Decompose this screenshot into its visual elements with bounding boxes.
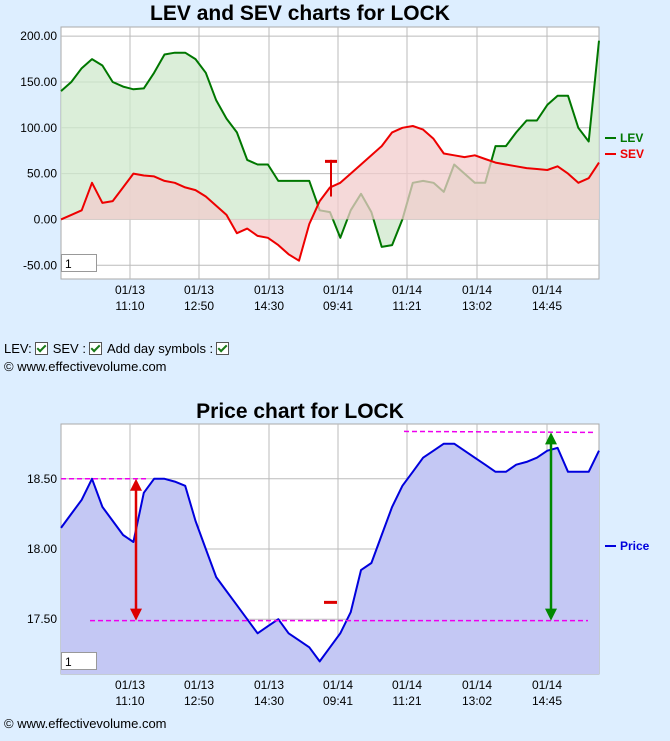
lev-option-label: LEV: [4, 341, 32, 356]
arrow-head [545, 608, 557, 621]
y-tick-label: 200.00 [20, 29, 57, 43]
x-tick-label: 14:30 [254, 299, 284, 313]
x-tick-label: 09:41 [323, 694, 353, 708]
x-tick-label: 14:45 [532, 299, 562, 313]
sev-checkbox[interactable] [88, 342, 102, 355]
x-tick-label: 13:02 [462, 299, 492, 313]
x-tick-label: 01/14 [392, 283, 422, 297]
x-tick-label: 11:21 [392, 694, 421, 708]
chart2-series [60, 442, 600, 674]
x-tick-label: 12:50 [184, 694, 214, 708]
chart1-series [60, 40, 600, 262]
chart-options: LEV: SEV : Add day symbols : [4, 341, 232, 356]
x-tick-label: 01/13 [115, 283, 145, 297]
chart1-zoom-input[interactable]: 1 [61, 254, 97, 272]
legend-entry-price: Price [620, 539, 650, 553]
copyright-bottom: © www.effectivevolume.com [4, 716, 167, 731]
arrow-head [130, 608, 142, 621]
chart2-title: Price chart for LOCK [196, 400, 404, 423]
arrow-head [545, 432, 557, 445]
x-tick-label: 01/14 [323, 283, 353, 297]
y-tick-label: 18.50 [27, 472, 57, 486]
chart2-legend: Price [605, 539, 650, 553]
legend-entry-lev: LEV [620, 131, 643, 145]
day-symbols-checkbox[interactable] [216, 342, 230, 355]
y-tick-label: -50.00 [23, 258, 57, 272]
x-tick-label: 01/14 [462, 283, 492, 297]
x-tick-label: 01/13 [184, 283, 214, 297]
y-tick-label: 18.00 [27, 542, 57, 556]
x-tick-label: 14:30 [254, 694, 284, 708]
x-tick-label: 12:50 [184, 299, 214, 313]
series-area-price [61, 443, 599, 674]
lev-checkbox[interactable] [34, 342, 48, 355]
x-tick-label: 09:41 [323, 299, 353, 313]
x-tick-label: 01/13 [254, 678, 284, 692]
chart1-title: LEV and SEV charts for LOCK [150, 2, 450, 25]
x-tick-label: 01/14 [532, 678, 562, 692]
y-tick-label: 150.00 [20, 75, 57, 89]
y-tick-label: 0.00 [34, 212, 58, 226]
x-tick-label: 01/14 [532, 283, 562, 297]
y-tick-label: 100.00 [20, 121, 57, 135]
series-line-price [60, 442, 600, 663]
y-tick-label: 17.50 [27, 612, 57, 626]
arrow-head [130, 478, 142, 491]
chart1-legend: LEV SEV [605, 131, 644, 161]
chart2-level-lines [61, 430, 596, 622]
x-tick-label: 13:02 [462, 694, 492, 708]
chart1-x-axis: 01/13 11:10 01/13 12:50 01/13 14:30 01/14 09:41… [115, 283, 562, 313]
x-tick-label: 11:10 [115, 694, 144, 708]
x-tick-label: 01/14 [392, 678, 422, 692]
chart2-zoom-input[interactable]: 1 [61, 652, 97, 670]
x-tick-label: 01/14 [462, 678, 492, 692]
chart2-y-axis: 17.50 18.00 18.50 [27, 472, 57, 626]
chart2-x-axis: 01/13 11:10 01/13 12:50 01/13 14:30 01/14 09:41… [115, 678, 562, 708]
x-tick-label: 01/13 [115, 678, 145, 692]
sev-option-label: SEV : [52, 341, 86, 356]
y-tick-label: 50.00 [27, 167, 57, 181]
chart1-y-axis: -50.00 0.00 50.00 100.00 150.00 200.00 [20, 29, 57, 272]
x-tick-label: 01/14 [323, 678, 353, 692]
x-tick-label: 14:45 [532, 694, 562, 708]
x-tick-label: 01/13 [184, 678, 214, 692]
day-symbols-label: Add day symbols : [106, 341, 214, 356]
legend-entry-sev: SEV [620, 147, 644, 161]
x-tick-label: 11:10 [115, 299, 144, 313]
x-tick-label: 01/13 [254, 283, 284, 297]
copyright-top: © www.effectivevolume.com [4, 359, 167, 374]
x-tick-label: 11:21 [392, 299, 421, 313]
